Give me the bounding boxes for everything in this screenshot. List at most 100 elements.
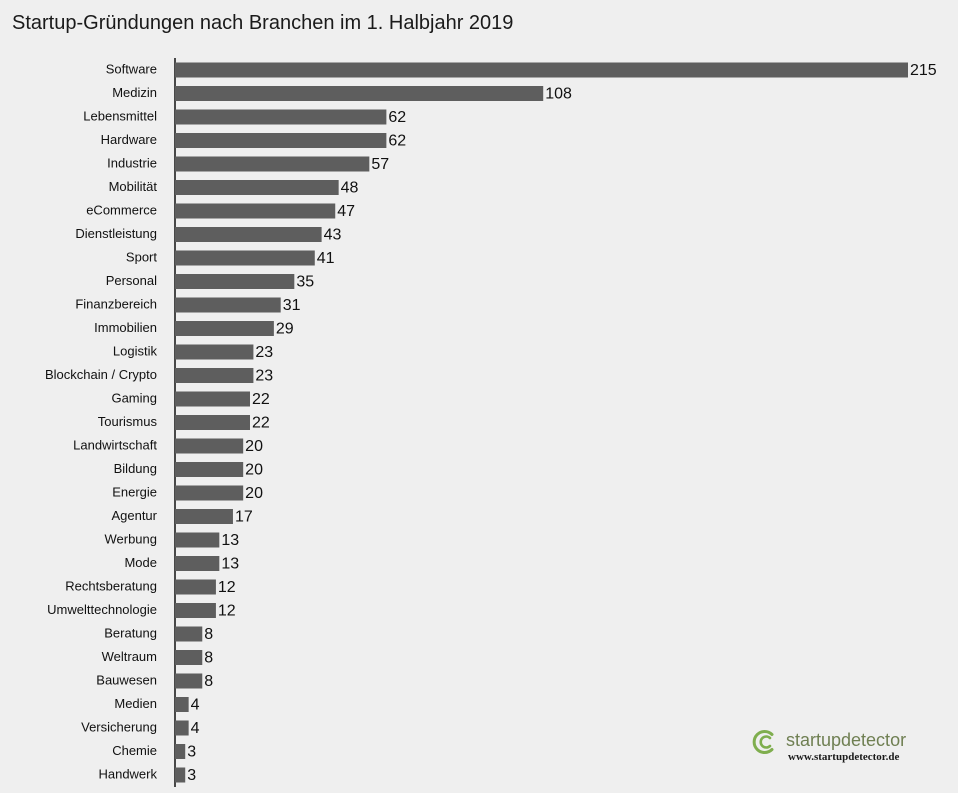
category-label: Versicherung: [81, 719, 157, 734]
category-label: Sport: [126, 249, 157, 264]
category-label: Energie: [112, 484, 157, 499]
category-labels: Software Medizin Lebensmittel Hardware Indus…: [45, 61, 158, 781]
bar: [175, 509, 233, 524]
value-label: 4: [191, 697, 200, 714]
bar: [175, 227, 322, 242]
bar: [175, 720, 189, 736]
value-label: 57: [371, 156, 389, 173]
category-label: Mode: [124, 555, 157, 570]
category-label: Medien: [114, 696, 157, 711]
value-label: 108: [545, 86, 572, 103]
value-labels: 2151086262574847434135312923232222202020…: [187, 62, 937, 784]
value-label: 4: [191, 720, 200, 737]
category-label: eCommerce: [86, 202, 157, 217]
value-label: 29: [276, 321, 294, 338]
value-label: 3: [187, 744, 196, 761]
bar: [175, 391, 251, 407]
category-label: Immobilien: [94, 320, 157, 335]
category-label: Logistik: [113, 343, 158, 358]
bar: [175, 86, 544, 101]
value-label: 35: [296, 274, 314, 291]
bar: [175, 673, 203, 689]
category-label: Bauwesen: [96, 672, 157, 687]
bar: [175, 180, 339, 195]
value-label: 8: [204, 650, 213, 667]
bar: [175, 626, 203, 642]
category-label: Hardware: [101, 132, 157, 147]
category-label: Personal: [106, 273, 157, 288]
startupdetector-logo: startupdetector www.startupdetector.de: [752, 728, 932, 764]
bar: [175, 650, 203, 665]
category-label: Blockchain / Crypto: [45, 367, 157, 382]
value-label: 8: [204, 626, 213, 643]
category-label: Bildung: [114, 461, 157, 476]
bar: [175, 297, 281, 313]
value-label: 48: [341, 180, 359, 197]
category-label: Weltraum: [102, 649, 157, 664]
logo-website-link[interactable]: www.startupdetector.de: [788, 751, 900, 763]
startupdetector-logo-icon: [752, 730, 774, 754]
bar: [175, 274, 295, 289]
logo-brand-name: startupdetector: [786, 730, 907, 750]
bar: [175, 744, 186, 759]
value-label: 23: [255, 344, 273, 361]
value-label: 17: [235, 509, 253, 526]
value-label: 215: [910, 62, 937, 79]
bar: [175, 203, 336, 219]
bar: [175, 62, 908, 78]
bar: [175, 133, 387, 148]
bar: [175, 579, 216, 595]
value-label: 41: [317, 250, 335, 267]
value-label: 31: [283, 297, 301, 314]
category-label: Rechtsberatung: [65, 578, 157, 593]
bar: [175, 156, 370, 172]
value-label: 43: [324, 227, 342, 244]
category-label: Medizin: [112, 85, 157, 100]
bar: [175, 697, 189, 712]
value-label: 3: [187, 767, 196, 784]
category-label: Agentur: [111, 508, 157, 523]
category-label: Werbung: [104, 531, 157, 546]
bar: [175, 109, 387, 125]
category-label: Chemie: [112, 743, 157, 758]
category-label: Gaming: [111, 390, 157, 405]
category-label: Landwirtschaft: [73, 437, 157, 452]
bar: [175, 767, 186, 783]
value-label: 62: [388, 109, 406, 126]
bars: [175, 62, 908, 783]
category-label: Beratung: [104, 625, 157, 640]
value-label: 23: [255, 368, 273, 385]
bar: [175, 344, 254, 360]
category-label: Mobilität: [109, 179, 158, 194]
value-label: 20: [245, 438, 263, 455]
value-label: 13: [221, 532, 239, 549]
value-label: 47: [337, 203, 355, 220]
value-label: 20: [245, 485, 263, 502]
value-label: 13: [221, 556, 239, 573]
category-label: Dienstleistung: [75, 226, 157, 241]
bar: [175, 485, 244, 501]
category-label: Handwerk: [98, 766, 157, 781]
value-label: 22: [252, 391, 270, 408]
value-label: 12: [218, 579, 236, 596]
bar: [175, 556, 220, 571]
category-label: Umwelttechnologie: [47, 602, 157, 617]
bar: [175, 250, 315, 266]
bar: [175, 462, 244, 477]
value-label: 20: [245, 462, 263, 479]
bar: [175, 415, 251, 430]
chart-title: Startup-Gründungen nach Branchen im 1. H…: [12, 12, 514, 34]
bar: [175, 532, 220, 548]
value-label: 12: [218, 603, 236, 620]
bar: [175, 321, 274, 336]
value-label: 62: [388, 133, 406, 150]
bar: [175, 368, 254, 383]
category-label: Lebensmittel: [83, 108, 157, 123]
category-label: Finanzbereich: [75, 296, 157, 311]
bar: [175, 438, 244, 454]
category-label: Tourismus: [98, 414, 158, 429]
value-label: 8: [204, 673, 213, 690]
bar: [175, 603, 216, 618]
category-label: Software: [106, 61, 157, 76]
